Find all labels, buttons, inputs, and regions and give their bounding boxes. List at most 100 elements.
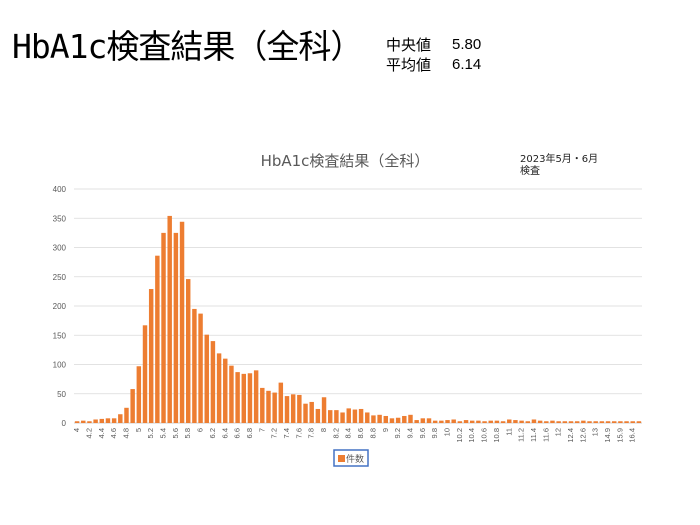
x-tick-label: 11.4 [529, 428, 538, 442]
x-tick-label: 4.4 [97, 428, 106, 438]
bar [544, 421, 549, 423]
bar [284, 396, 290, 423]
bar [605, 421, 611, 423]
bar [303, 403, 308, 423]
bar [383, 415, 389, 423]
bar [451, 419, 456, 423]
bar [513, 420, 518, 423]
x-tick-label: 9.4 [405, 428, 414, 438]
bar [327, 410, 333, 423]
x-axis-ticks: 4 4.2 4.4 4.6 4.8 5 5.2 5.4 5.6 5.8 6 6.2 6.4 6.6 6.8 7… [72, 428, 637, 443]
bar [358, 408, 364, 423]
bar [192, 308, 197, 423]
x-tick-label: 11.2 [517, 428, 526, 442]
bar [395, 417, 401, 423]
x-tick-label: 9.2 [393, 428, 402, 438]
stat-median: 中央値 5.80 [386, 35, 481, 55]
y-tick-label: 400 [53, 185, 67, 194]
x-tick-label: 5 [134, 428, 143, 432]
bar [519, 420, 524, 423]
stat-mean: 平均値 6.14 [386, 55, 481, 75]
bar [247, 373, 253, 423]
bar [507, 419, 512, 423]
y-tick-label: 50 [57, 390, 66, 399]
stats-panel: 中央値 5.80 平均値 6.14 [386, 35, 481, 75]
x-tick-label: 5.4 [159, 428, 168, 438]
bar [87, 421, 92, 423]
bar [111, 418, 117, 423]
bar [309, 401, 314, 423]
bar [377, 414, 382, 423]
bar [278, 382, 284, 423]
bar [346, 408, 351, 424]
bar [420, 418, 426, 423]
page-title: HbA1c検査結果（全科） [12, 27, 363, 66]
bar [99, 418, 105, 423]
bar [537, 420, 543, 423]
x-tick-label: 6 [196, 428, 205, 432]
bar [223, 358, 228, 423]
x-tick-label: 10.6 [480, 428, 489, 443]
bar [340, 412, 345, 423]
x-tick-label: 6.4 [220, 428, 229, 438]
bar [93, 419, 98, 423]
bar [568, 421, 574, 423]
stat-mean-label: 平均値 [386, 56, 432, 74]
y-tick-label: 150 [53, 331, 67, 340]
bar [229, 365, 234, 423]
x-tick-label: 8.2 [331, 428, 340, 438]
bar [136, 366, 142, 423]
bar [198, 313, 203, 423]
x-tick-label: 8.6 [356, 428, 365, 438]
bar [334, 410, 339, 423]
bar [556, 421, 561, 423]
legend: 件数 [333, 449, 369, 467]
x-tick-label: 14.9 [603, 428, 612, 443]
bar [315, 408, 321, 423]
bar [445, 420, 450, 423]
x-tick-label: 5.8 [183, 428, 192, 438]
x-tick-label: 10.8 [492, 428, 501, 443]
bar [624, 421, 629, 423]
bar [457, 421, 463, 423]
bar [155, 255, 160, 423]
x-tick-label: 7.2 [270, 428, 279, 438]
y-tick-label: 100 [53, 361, 67, 370]
bar [593, 421, 598, 423]
bar [482, 421, 487, 423]
x-tick-label: 6.6 [233, 428, 242, 438]
x-tick-label: 6.2 [208, 428, 217, 438]
bar [130, 389, 135, 423]
bar [365, 412, 370, 423]
bar [636, 421, 642, 423]
bar [216, 353, 222, 423]
x-tick-label: 5.6 [171, 428, 180, 438]
bar [426, 418, 432, 423]
chart-note-exam: 検査 [520, 164, 540, 177]
x-tick-label: 8 [319, 428, 328, 432]
bar [414, 420, 419, 423]
bar [389, 418, 395, 423]
bar [439, 420, 444, 423]
y-tick-label: 350 [53, 214, 67, 223]
bar [266, 390, 271, 423]
x-tick-label: 8.4 [344, 428, 353, 438]
x-tick-label: 7.4 [282, 428, 291, 438]
bars [74, 215, 642, 424]
stat-median-value: 5.80 [452, 36, 482, 53]
bar [81, 420, 86, 423]
bar [260, 387, 265, 423]
bar [204, 334, 209, 423]
x-tick-label: 12.4 [566, 428, 575, 443]
x-tick-label: 15.9 [615, 428, 624, 443]
legend-label: 件数 [346, 453, 364, 465]
bar [210, 341, 216, 423]
bar [297, 394, 302, 423]
bar [290, 394, 296, 423]
bar [118, 414, 123, 423]
x-tick-label: 11 [504, 428, 513, 436]
bar [272, 392, 277, 423]
x-tick-label: 9 [381, 428, 390, 432]
bar [611, 421, 617, 423]
x-tick-label: 4.2 [84, 428, 93, 438]
